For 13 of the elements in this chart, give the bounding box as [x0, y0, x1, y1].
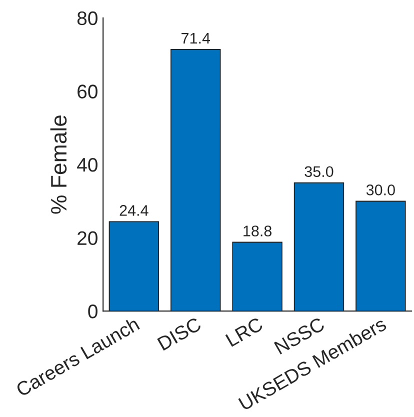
y-tick-label: 60: [78, 84, 98, 98]
data-label: 30.0: [366, 184, 395, 196]
data-label: 18.8: [244, 226, 272, 236]
y-axis-title: % Female: [50, 115, 67, 214]
data-label: 35.0: [304, 166, 334, 178]
x-tick-label: LRC: [225, 316, 264, 347]
y-tick-label: 40: [77, 158, 98, 172]
data-label: 71.4: [182, 32, 210, 44]
data-label: 24.4: [120, 205, 148, 216]
y-tick-label: 80: [77, 11, 98, 26]
x-tick-label: DISC: [157, 316, 202, 351]
y-tick-label: 20: [78, 231, 98, 246]
y-tick-label: 0: [88, 304, 98, 318]
